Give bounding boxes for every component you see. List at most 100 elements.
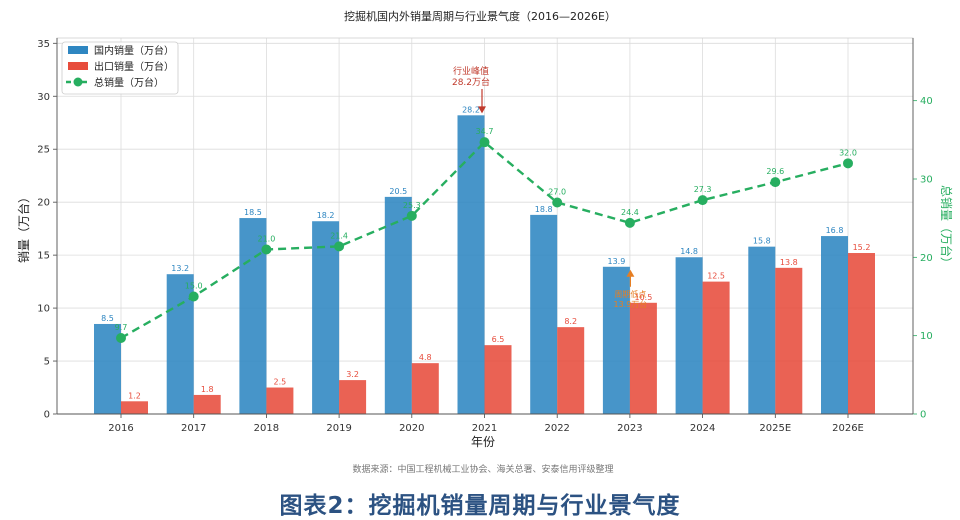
- x-tick-label: 2025E: [759, 423, 791, 434]
- y-tick-label-left: 30: [37, 92, 50, 103]
- bar-label-domestic: 13.9: [607, 257, 625, 266]
- bar-export: [629, 302, 657, 414]
- y-tick-label-left: 20: [37, 198, 50, 209]
- line-label-total: 32.0: [839, 148, 857, 157]
- x-tick-label: 2022: [544, 423, 569, 434]
- y-tick-label-left: 5: [44, 357, 50, 368]
- line-label-total: 9.7: [115, 323, 128, 332]
- bar-export: [193, 394, 221, 414]
- legend-label-export: 出口销量（万台）: [94, 60, 174, 73]
- bar-label-export: 2.5: [274, 378, 287, 387]
- line-point-total: [116, 333, 126, 344]
- x-tick-label: 2018: [254, 423, 279, 434]
- line-point-total: [188, 291, 199, 302]
- bar-label-export: 10.5: [634, 293, 652, 302]
- y-tick-label-right: 40: [920, 96, 933, 107]
- chart-title: 挖掘机国内外销量周期与行业景气度（2016—2026E）: [344, 9, 616, 23]
- bar-domestic: [675, 257, 703, 414]
- y-tick-label-left: 35: [37, 39, 50, 50]
- line-label-total: 15.0: [185, 282, 203, 291]
- bar-label-domestic: 16.8: [826, 226, 844, 235]
- bars-layer: 8.5 13.2 18.5 18.2 20.5 28.2 18.8 13.9 14.8 15.8 1…: [94, 105, 875, 415]
- annotation-peak-line1: 行业峰值: [453, 65, 489, 77]
- bar-label-domestic: 8.5: [101, 314, 114, 323]
- line-label-total: 25.3: [403, 201, 421, 210]
- annotation-low-line2: 13.9万台: [613, 299, 647, 309]
- x-tick-label: 2016: [108, 423, 133, 434]
- x-tick-label: 2019: [326, 423, 351, 434]
- bar-export: [339, 380, 367, 414]
- bar-label-domestic: 14.8: [680, 247, 698, 256]
- line-layer: 9.7 15.0 21.0 21.4 25.3 34.7 27.0 24.4 27.3 29.6 3…: [115, 127, 857, 344]
- line-label-total: 24.4: [621, 208, 639, 217]
- bar-label-domestic: 15.8: [753, 237, 771, 246]
- line-point-total: [334, 241, 345, 252]
- annotation-low-line1: 周期低点: [614, 289, 646, 299]
- annotation-low-arrowhead: [626, 269, 635, 277]
- line-point-total: [406, 210, 417, 221]
- x-tick-label: 2026E: [832, 423, 864, 434]
- source-note: 数据来源：中国工程机械工业协会、海关总署、安泰信用评级整理: [352, 463, 613, 475]
- legend-label-total: 总销量（万台）: [94, 76, 164, 89]
- bar-domestic: [457, 115, 485, 415]
- line-total: [120, 140, 849, 340]
- bar-label-export: 15.2: [853, 243, 871, 252]
- bar-domestic: [748, 246, 776, 414]
- y-tick-label-right: 30: [920, 175, 933, 186]
- bar-domestic: [312, 221, 340, 414]
- axes-layer: 0 5 10 15 20 25 30 35 2016 2017 2018 2019 2020 2021 20…: [37, 37, 933, 434]
- bar-label-export: 6.5: [492, 335, 505, 344]
- bar-label-domestic: 28.2: [462, 105, 480, 114]
- line-label-total: 21.0: [257, 235, 275, 244]
- x-tick-label: 2020: [399, 423, 424, 434]
- bar-export: [411, 363, 439, 414]
- x-tick-label: 2023: [617, 423, 642, 434]
- bar-domestic: [821, 236, 848, 414]
- line-label-total: 27.0: [548, 188, 566, 197]
- x-axis-label: 年份: [471, 435, 495, 449]
- bar-label-export: 1.2: [128, 391, 141, 400]
- bar-label-domestic: 13.2: [171, 264, 189, 273]
- bar-label-export: 1.8: [201, 385, 214, 394]
- legend-swatch-export: [68, 62, 88, 70]
- legend: 国内销量（万台） 出口销量（万台） 总销量（万台）: [61, 41, 179, 95]
- x-tick-label: 2024: [690, 423, 715, 434]
- bar-label-domestic: 20.5: [389, 187, 407, 196]
- line-point-total: [261, 244, 272, 255]
- y-tick-label-right: 20: [920, 253, 933, 264]
- legend-box: [61, 41, 179, 95]
- line-point-total: [770, 177, 781, 188]
- legend-label-domestic: 国内销量（万台）: [94, 44, 174, 57]
- y-tick-label-left: 10: [37, 304, 50, 315]
- bar-label-domestic: 18.5: [244, 208, 262, 217]
- y-axis-label-left: 销量（万台）: [16, 191, 31, 263]
- bar-domestic: [384, 196, 412, 414]
- x-tick-label: 2017: [181, 423, 206, 434]
- line-point-total: [479, 137, 490, 148]
- y-axis-label-right: 总销量（万台）: [939, 185, 954, 269]
- bar-export: [848, 253, 875, 414]
- bar-export: [484, 345, 512, 414]
- line-point-total: [624, 217, 635, 228]
- y-tick-label-left: 15: [37, 251, 50, 262]
- line-point-total: [697, 195, 708, 206]
- chart: 挖掘机国内外销量周期与行业景气度（2016—2026E） 8.5 13.2 18.5…: [16, 9, 954, 475]
- bar-export: [775, 267, 803, 414]
- bar-label-export: 12.5: [707, 272, 725, 281]
- x-tick-label: 2021: [472, 423, 497, 434]
- y-tick-label-right: 10: [920, 331, 933, 342]
- annotation-peak-arrowhead: [478, 106, 486, 114]
- legend-swatch-domestic: [68, 46, 88, 54]
- bar-export: [702, 281, 730, 414]
- line-label-total: 21.4: [330, 231, 348, 240]
- bar-export: [266, 387, 294, 414]
- bar-label-domestic: 18.2: [317, 211, 335, 220]
- bar-label-export: 3.2: [346, 370, 359, 379]
- y-tick-label-left: 0: [44, 410, 50, 421]
- annotation-peak-line2: 28.2万台: [452, 76, 490, 88]
- bar-label-export: 8.2: [564, 317, 577, 326]
- bar-label-domestic: 18.8: [535, 205, 553, 214]
- bar-label-export: 4.8: [419, 353, 432, 362]
- y-tick-label-right: 0: [920, 410, 926, 421]
